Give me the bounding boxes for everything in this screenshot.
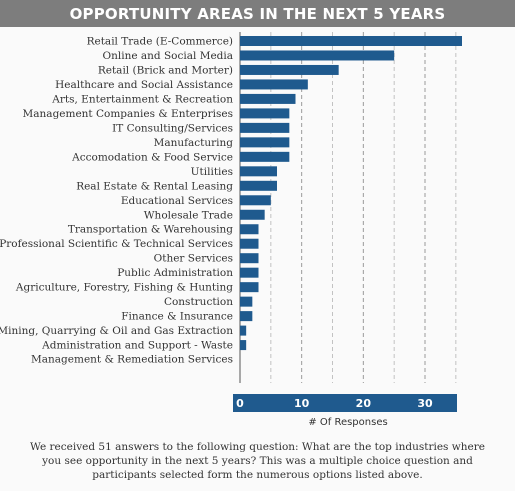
bar: [240, 311, 253, 322]
category-label: Accomodation & Food Service: [71, 151, 233, 163]
bar: [240, 253, 259, 264]
bar: [240, 36, 462, 46]
bar: [240, 93, 296, 104]
category-label: Construction: [164, 296, 233, 308]
bar: [240, 64, 339, 75]
x-tick-label: 0: [236, 397, 244, 410]
category-label: Retail (Brick and Morter): [98, 64, 233, 76]
category-label: Retail Trade (E-Commerce): [87, 36, 233, 48]
bar: [240, 296, 253, 307]
category-label: Utilities: [191, 166, 233, 178]
bar: [240, 195, 271, 206]
category-label: Management Companies & Enterprises: [23, 108, 233, 120]
bar: [240, 282, 259, 293]
category-label: Finance & Insurance: [121, 311, 233, 323]
category-label: Manufacturing: [154, 137, 234, 149]
category-label: Educational Services: [121, 195, 233, 207]
category-label: Online and Social Media: [103, 50, 234, 62]
chart-title: OPPORTUNITY AREAS IN THE NEXT 5 YEARS: [0, 0, 515, 27]
x-tick-label: 10: [294, 397, 310, 410]
x-tick-label: 20: [356, 397, 372, 410]
bar: [240, 108, 290, 119]
bar: [240, 180, 277, 191]
chart-caption: We received 51 answers to the following …: [30, 441, 485, 481]
bar: [240, 79, 308, 90]
x-axis-label: # Of Responses: [308, 417, 387, 428]
category-label: Real Estate & Rental Leasing: [76, 180, 233, 192]
category-label: Mining, Quarrying & Oil and Gas Extracti…: [0, 325, 233, 337]
x-tick-label: 30: [417, 397, 433, 410]
x-axis-band: [233, 394, 457, 412]
category-label: Public Administration: [117, 267, 233, 279]
bar: [240, 122, 290, 133]
bar: [240, 224, 259, 235]
category-label: Transportation & Warehousing: [68, 224, 233, 236]
bar: [240, 325, 247, 336]
category-label: Healthcare and Social Assistance: [55, 79, 233, 91]
category-label: Professional Scientific & Technical Serv…: [0, 238, 233, 250]
category-label: Other Services: [154, 253, 233, 265]
bar: [240, 166, 277, 177]
bar: [240, 50, 395, 61]
bar: [240, 151, 290, 162]
bar: [240, 238, 259, 249]
category-label: Management & Remediation Services: [31, 354, 233, 366]
bar: [240, 267, 259, 278]
category-label: Administration and Support - Waste: [41, 340, 233, 352]
bar: [240, 209, 265, 220]
category-label: Arts, Entertainment & Recreation: [51, 93, 233, 105]
bar: [240, 137, 290, 148]
category-label: Wholesale Trade: [144, 209, 233, 221]
bar: [240, 340, 247, 351]
bar-chart: Retail Trade (E-Commerce) Online and Soci…: [0, 32, 462, 428]
category-label: IT Consulting/Services: [112, 122, 233, 134]
category-label: Agriculture, Forestry, Fishing & Hunting: [15, 282, 233, 294]
